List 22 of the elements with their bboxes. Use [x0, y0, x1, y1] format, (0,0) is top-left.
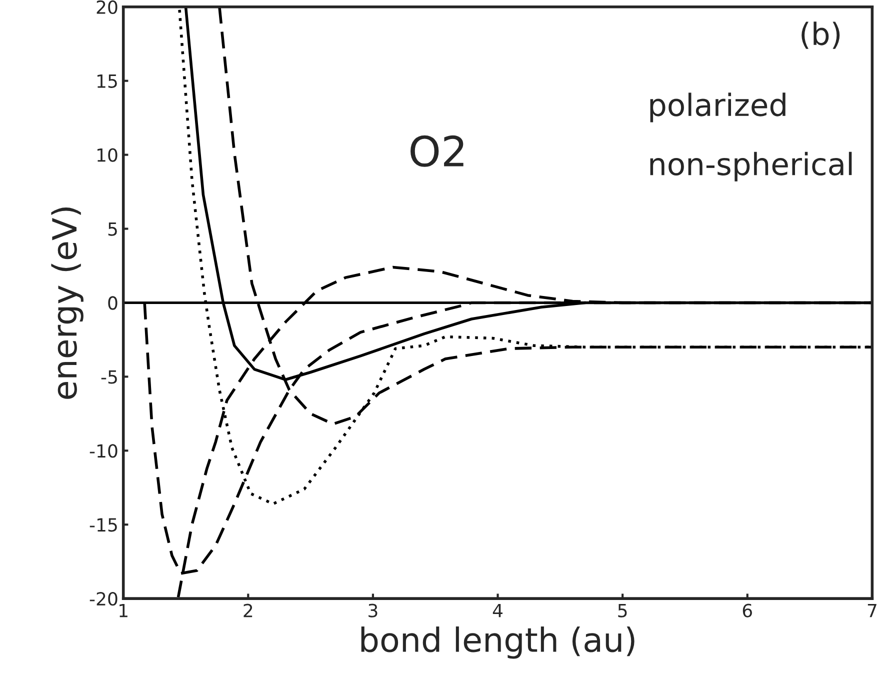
x-tick-label: 6 [742, 604, 752, 618]
x-tick-label: 7 [868, 604, 876, 618]
y-tick-label: 0 [108, 296, 118, 310]
y-tick-label: -20 [90, 592, 118, 606]
y-tick-label: 10 [97, 148, 118, 162]
annotation: non-spherical [650, 152, 852, 182]
y-tick-label: -5 [101, 370, 117, 384]
x-axis-title: bond length (au) [361, 626, 634, 659]
y-axis-title: energy (eV) [51, 208, 84, 399]
annotation: polarized [650, 92, 786, 122]
y-tick-label: -15 [90, 518, 117, 532]
x-tick-label: 3 [368, 604, 378, 618]
y-tick-label: -10 [90, 444, 118, 458]
annotation: O2 [410, 135, 464, 167]
y-tick-label: 5 [108, 222, 117, 236]
annotation: (b) [802, 22, 840, 49]
x-tick-label: 5 [618, 604, 627, 618]
y-tick-label: 20 [96, 0, 118, 14]
x-tick-label: 4 [492, 604, 502, 618]
x-tick-label: 2 [244, 604, 252, 618]
y-tick-label: 15 [97, 74, 117, 88]
x-tick-label: 1 [120, 604, 128, 618]
